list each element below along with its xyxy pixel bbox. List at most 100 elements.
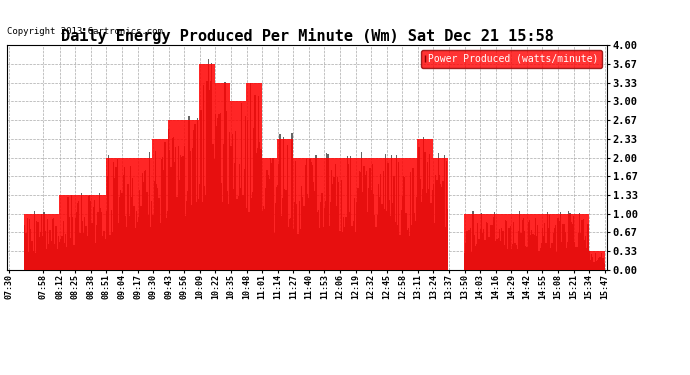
Bar bbox=[237, 101, 239, 270]
Bar bbox=[512, 214, 513, 270]
Bar bbox=[320, 202, 322, 270]
Bar bbox=[349, 211, 351, 270]
Bar bbox=[386, 211, 387, 270]
Bar bbox=[172, 120, 173, 270]
Bar bbox=[377, 158, 379, 270]
Bar bbox=[270, 158, 271, 270]
Bar bbox=[481, 213, 482, 270]
Bar bbox=[354, 158, 355, 270]
Bar bbox=[255, 153, 257, 270]
Bar bbox=[591, 251, 592, 270]
Bar bbox=[475, 246, 476, 270]
Bar bbox=[72, 195, 73, 270]
Bar bbox=[517, 249, 518, 270]
Bar bbox=[89, 195, 90, 270]
Bar bbox=[441, 187, 442, 270]
Bar bbox=[52, 219, 53, 270]
Bar bbox=[362, 158, 364, 270]
Bar bbox=[123, 176, 124, 270]
Bar bbox=[232, 101, 233, 270]
Bar bbox=[235, 101, 237, 270]
Bar bbox=[518, 231, 519, 270]
Bar bbox=[542, 214, 543, 270]
Bar bbox=[600, 253, 602, 270]
Bar bbox=[132, 158, 133, 270]
Bar bbox=[250, 198, 252, 270]
Bar bbox=[369, 158, 371, 270]
Bar bbox=[431, 139, 432, 270]
Bar bbox=[277, 185, 278, 270]
Bar bbox=[110, 158, 112, 270]
Bar bbox=[587, 224, 589, 270]
Bar bbox=[396, 155, 397, 270]
Bar bbox=[313, 158, 314, 270]
Bar bbox=[162, 139, 164, 270]
Bar bbox=[349, 158, 351, 270]
Bar bbox=[475, 214, 476, 270]
Bar bbox=[480, 214, 481, 270]
Bar bbox=[359, 172, 361, 270]
Bar bbox=[290, 218, 291, 270]
Bar bbox=[390, 216, 391, 270]
Bar bbox=[177, 146, 179, 270]
Bar bbox=[281, 216, 282, 270]
Bar bbox=[330, 158, 331, 270]
Bar bbox=[333, 177, 335, 270]
Bar bbox=[410, 172, 411, 270]
Bar bbox=[78, 201, 79, 270]
Bar bbox=[71, 195, 72, 270]
Bar bbox=[434, 158, 435, 270]
Bar bbox=[294, 202, 295, 270]
Bar bbox=[35, 214, 37, 270]
Bar bbox=[75, 195, 76, 270]
Bar bbox=[59, 195, 60, 270]
Bar bbox=[348, 164, 349, 270]
Bar bbox=[70, 195, 71, 270]
Bar bbox=[415, 158, 416, 270]
Bar bbox=[509, 214, 511, 270]
Bar bbox=[230, 146, 232, 270]
Bar bbox=[245, 101, 246, 270]
Bar bbox=[201, 63, 203, 270]
Bar bbox=[416, 158, 417, 270]
Bar bbox=[444, 158, 445, 270]
Bar bbox=[66, 247, 68, 270]
Bar bbox=[441, 158, 442, 270]
Bar bbox=[562, 214, 564, 270]
Bar bbox=[204, 63, 205, 270]
Bar bbox=[266, 170, 268, 270]
Bar bbox=[77, 195, 78, 270]
Bar bbox=[577, 214, 578, 270]
Bar bbox=[480, 230, 481, 270]
Bar bbox=[392, 203, 393, 270]
Bar bbox=[275, 203, 276, 270]
Bar bbox=[216, 83, 217, 270]
Bar bbox=[575, 247, 577, 270]
Bar bbox=[41, 214, 42, 270]
Bar bbox=[402, 158, 403, 270]
Bar bbox=[262, 158, 263, 270]
Bar bbox=[268, 158, 270, 270]
Bar bbox=[604, 263, 605, 270]
Bar bbox=[295, 158, 296, 270]
Bar bbox=[514, 214, 515, 270]
Bar bbox=[46, 249, 47, 270]
Bar bbox=[536, 214, 537, 270]
Bar bbox=[55, 214, 57, 270]
Bar bbox=[446, 158, 447, 270]
Bar bbox=[230, 101, 232, 270]
Bar bbox=[400, 210, 402, 270]
Bar bbox=[253, 128, 255, 270]
Bar bbox=[468, 230, 469, 270]
Bar bbox=[366, 158, 367, 270]
Bar bbox=[155, 152, 156, 270]
Bar bbox=[57, 249, 58, 270]
Bar bbox=[185, 216, 186, 270]
Bar bbox=[413, 168, 414, 270]
Bar bbox=[113, 162, 114, 270]
Bar bbox=[106, 211, 107, 270]
Bar bbox=[421, 139, 422, 270]
Bar bbox=[482, 234, 483, 270]
Bar bbox=[361, 152, 362, 270]
Bar bbox=[66, 195, 68, 270]
